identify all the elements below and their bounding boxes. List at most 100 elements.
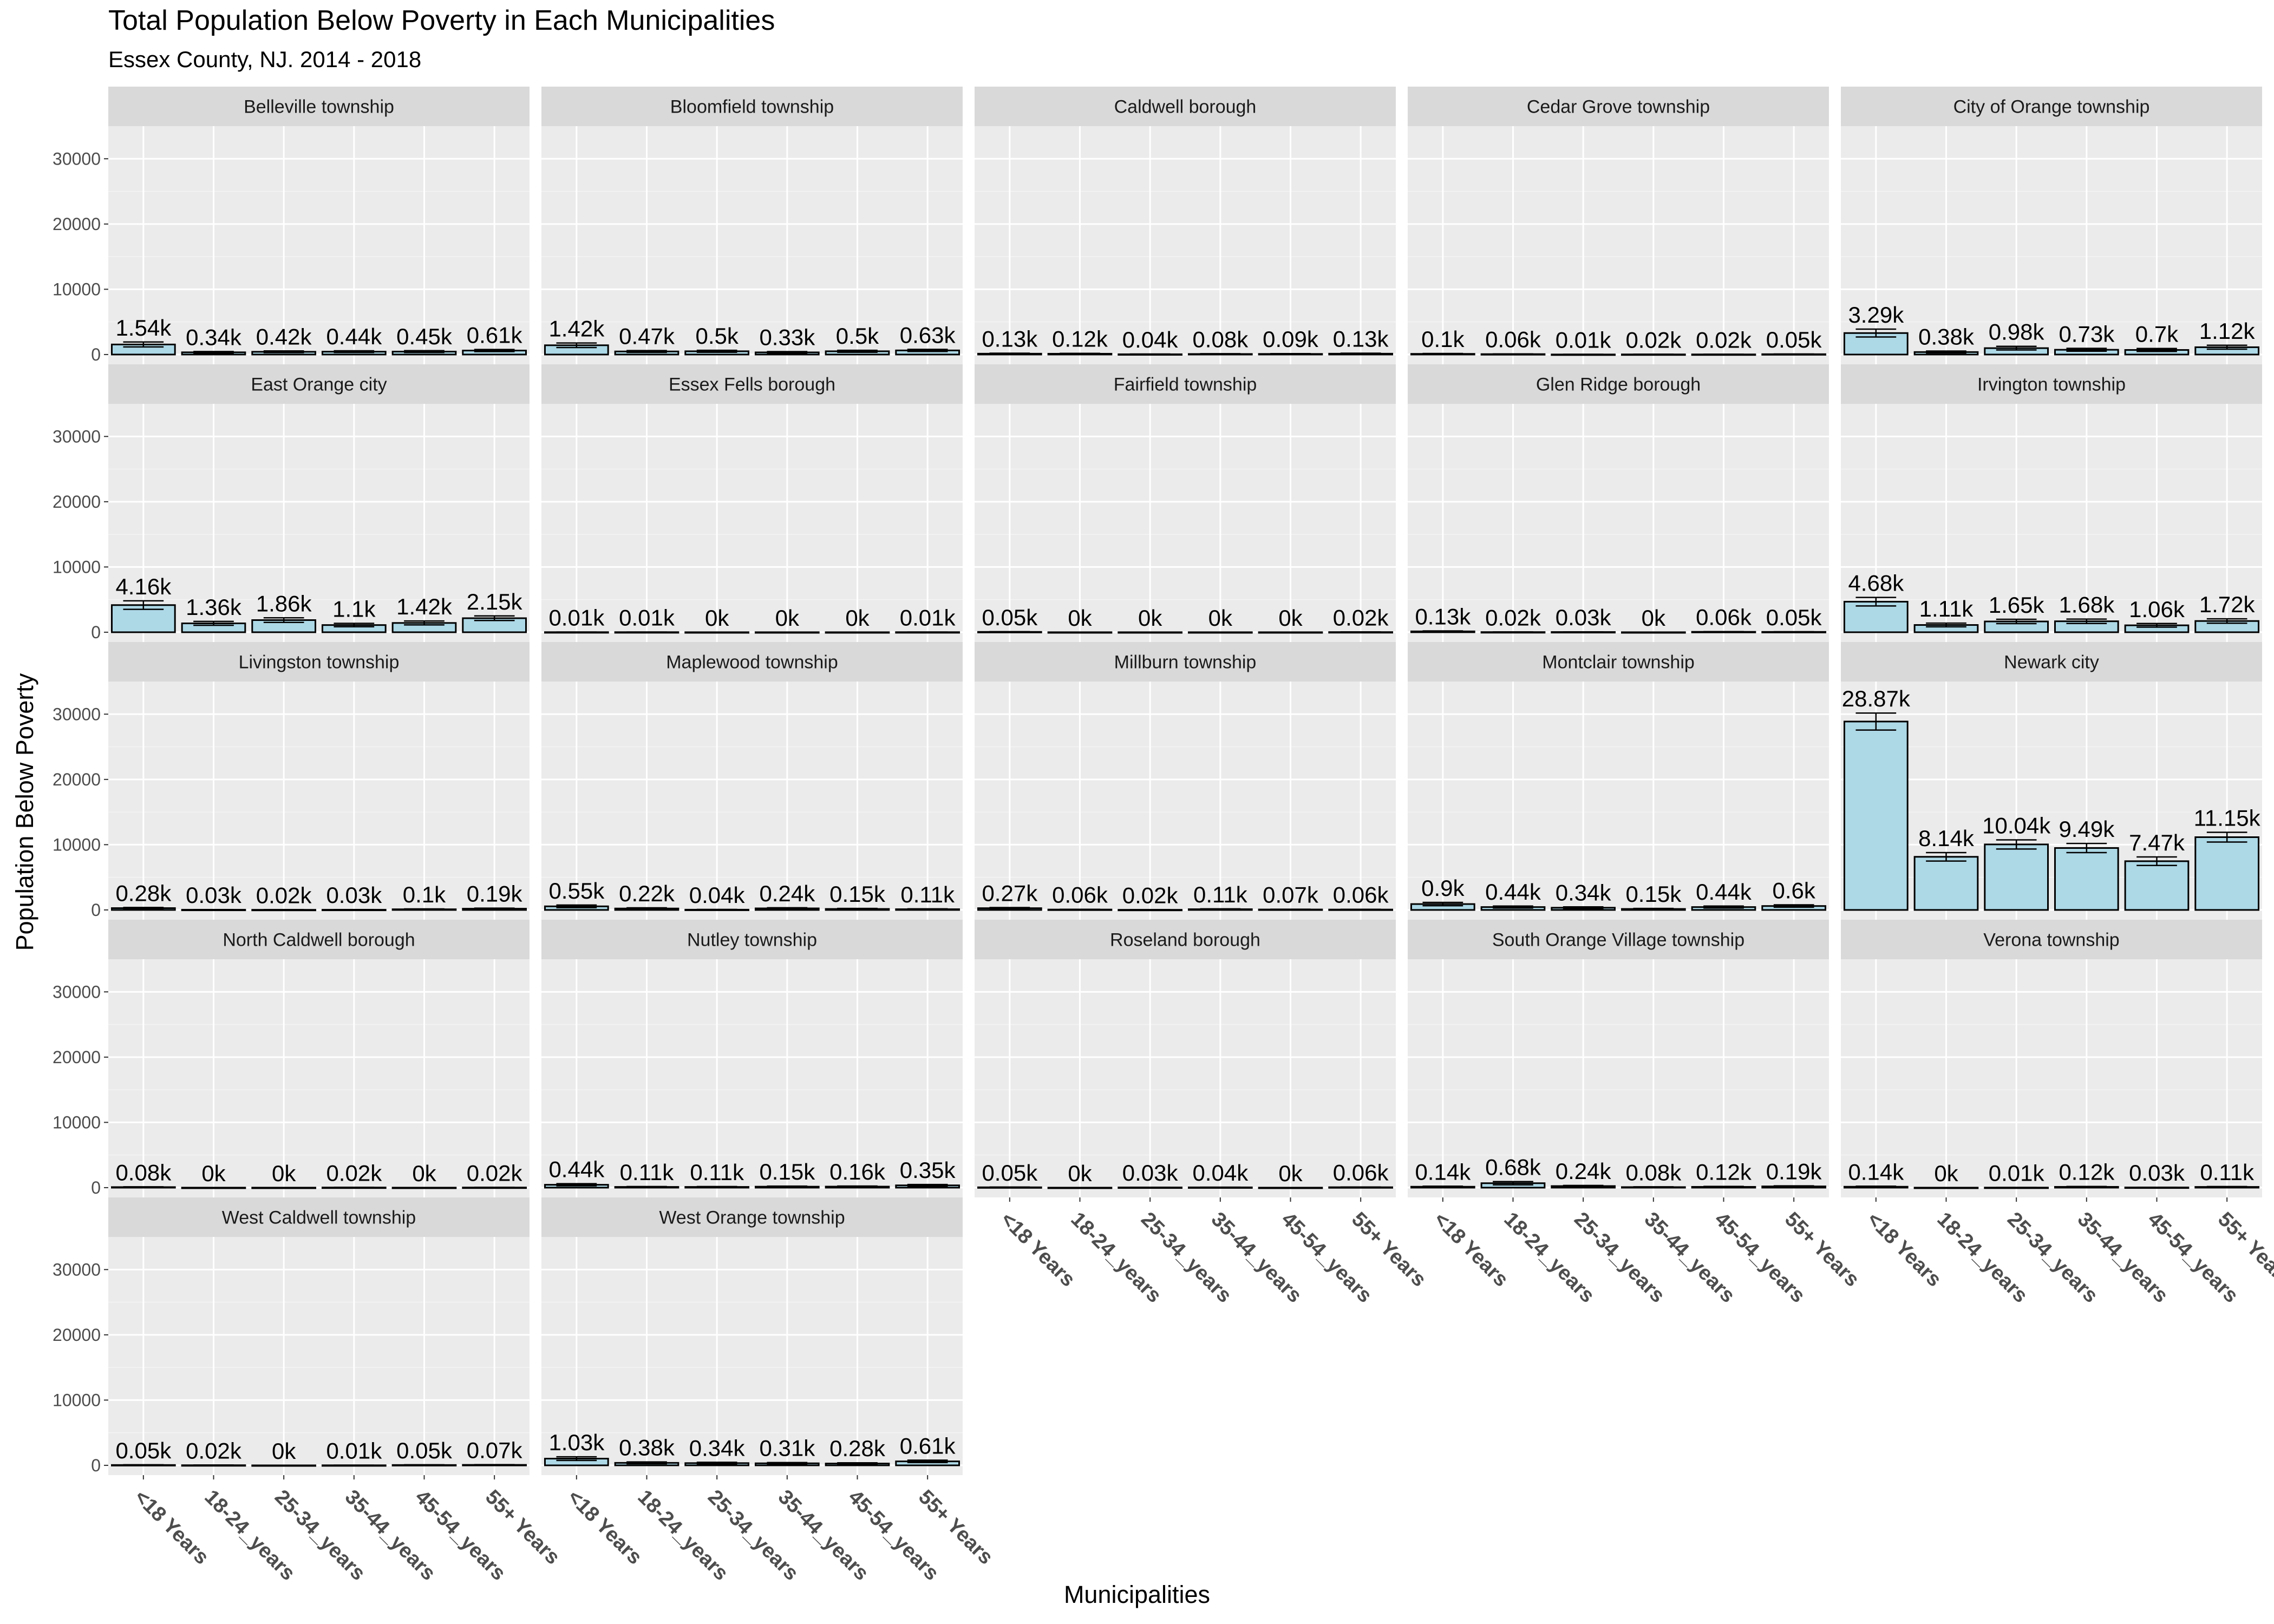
facet-strip xyxy=(1408,87,1829,126)
facet-strip-label-glen-ridge-borough: Glen Ridge borough xyxy=(1536,375,1701,395)
y-tick-label: 0 xyxy=(91,1456,101,1475)
facet-strip-label-roseland-borough: Roseland borough xyxy=(1110,930,1260,951)
facet-strip xyxy=(975,920,1396,959)
data-label-livingston-township-25-34-years: 0.02k xyxy=(256,882,312,908)
y-tick-label: 20000 xyxy=(53,1047,101,1067)
facet-strip-label-bloomfield-township: Bloomfield township xyxy=(670,97,834,117)
bar-fairfield-township-25-34-years xyxy=(1118,631,1183,634)
facet-panel xyxy=(1841,682,2262,920)
facet-strip-label-millburn-township: Millburn township xyxy=(1114,652,1257,673)
data-label-maplewood-township-35-44-years: 0.24k xyxy=(759,881,815,906)
facet-strip-label-north-caldwell-borough: North Caldwell borough xyxy=(223,930,415,951)
data-label-roseland-borough-55-years: 0.06k xyxy=(1333,1160,1389,1186)
data-label-nutley-township-45-54-years: 0.16k xyxy=(829,1159,886,1184)
data-label-east-orange-city-25-34-years: 1.86k xyxy=(256,591,312,616)
facet-panel xyxy=(108,126,530,364)
data-label-millburn-township-55-years: 0.06k xyxy=(1333,882,1389,908)
facet-strip xyxy=(1408,920,1829,959)
data-label-roseland-borough-25-34-years: 0.03k xyxy=(1122,1160,1179,1186)
y-tick-label: 0 xyxy=(91,1178,101,1197)
data-label-irvington-township-18-years: 4.68k xyxy=(1848,571,1904,596)
bar-west-caldwell-township-25-34-years xyxy=(251,1464,317,1467)
facet-panel xyxy=(975,404,1396,642)
data-label-essex-fells-borough-18-24-years: 0.01k xyxy=(619,605,675,631)
data-label-nutley-township-18-years: 0.44k xyxy=(548,1157,605,1182)
chart-subtitle: Essex County, NJ. 2014 - 2018 xyxy=(108,47,422,72)
data-label-north-caldwell-borough-35-44-years: 0.02k xyxy=(326,1160,382,1186)
data-label-irvington-township-55-years: 1.72k xyxy=(2199,592,2256,617)
bar-newark-city-18-24-years xyxy=(1913,856,1979,911)
bar-glen-ridge-borough-35-44-years xyxy=(1620,631,1686,634)
facet-strip xyxy=(975,364,1396,404)
bar-essex-fells-borough-25-34-years xyxy=(684,631,750,634)
data-label-essex-fells-borough-25-34-years: 0k xyxy=(705,605,729,631)
data-label-newark-city-18-24-years: 8.14k xyxy=(1918,826,1975,851)
data-label-livingston-township-18-24-years: 0.03k xyxy=(186,882,242,908)
y-tick-label: 20000 xyxy=(53,1325,101,1345)
data-label-caldwell-borough-25-34-years: 0.04k xyxy=(1122,327,1179,352)
data-label-maplewood-township-18-24-years: 0.22k xyxy=(619,881,675,906)
bar-irvington-township-18-years xyxy=(1843,601,1909,633)
data-label-fairfield-township-18-24-years: 0k xyxy=(1068,605,1092,631)
data-label-west-caldwell-township-45-54-years: 0.05k xyxy=(396,1438,453,1463)
data-label-livingston-township-35-44-years: 0.03k xyxy=(326,882,382,908)
y-tick-label: 20000 xyxy=(53,770,101,789)
bar-newark-city-35-44-years xyxy=(2054,847,2119,911)
x-tick-label: <18 Years xyxy=(996,1208,1080,1291)
data-label-verona-township-55-years: 0.11k xyxy=(2200,1160,2255,1185)
data-label-verona-township-18-years: 0.14k xyxy=(1848,1159,1904,1184)
x-tick-label: <18 Years xyxy=(1429,1208,1513,1291)
data-label-cedar-grove-township-18-24-years: 0.06k xyxy=(1485,327,1541,352)
data-label-newark-city-55-years: 11.15k xyxy=(2194,805,2261,830)
facet-strip xyxy=(1841,642,2262,682)
data-label-west-caldwell-township-25-34-years: 0k xyxy=(272,1438,296,1464)
data-label-nutley-township-18-24-years: 0.11k xyxy=(620,1160,675,1185)
facet-strip-label-montclair-township: Montclair township xyxy=(1542,652,1695,673)
data-label-cedar-grove-township-55-years: 0.05k xyxy=(1766,327,1822,352)
data-label-glen-ridge-borough-45-54-years: 0.06k xyxy=(1696,605,1752,630)
facet-strip-label-maplewood-township: Maplewood township xyxy=(666,652,838,673)
data-label-city-of-orange-township-25-34-years: 0.98k xyxy=(1989,319,2045,345)
data-label-caldwell-borough-55-years: 0.13k xyxy=(1333,326,1389,352)
facet-strip xyxy=(541,364,963,404)
data-label-north-caldwell-borough-25-34-years: 0k xyxy=(272,1161,296,1186)
data-label-city-of-orange-township-45-54-years: 0.7k xyxy=(2135,322,2179,347)
facet-strip-label-essex-fells-borough: Essex Fells borough xyxy=(669,375,835,395)
facet-strip xyxy=(1841,364,2262,404)
data-label-newark-city-45-54-years: 7.47k xyxy=(2129,830,2185,855)
facet-panel xyxy=(1408,404,1829,642)
facet-strip-label-verona-township: Verona township xyxy=(1983,930,2119,951)
data-label-glen-ridge-borough-18-years: 0.13k xyxy=(1415,604,1471,630)
data-label-montclair-township-18-years: 0.9k xyxy=(1421,875,1465,901)
data-label-city-of-orange-township-55-years: 1.12k xyxy=(2199,318,2256,344)
data-label-millburn-township-18-24-years: 0.06k xyxy=(1052,882,1108,908)
facet-panel xyxy=(975,126,1396,364)
data-label-south-orange-village-township-45-54-years: 0.12k xyxy=(1696,1160,1752,1185)
data-label-west-orange-township-35-44-years: 0.31k xyxy=(759,1436,815,1461)
bar-essex-fells-borough-45-54-years xyxy=(825,631,890,634)
data-label-essex-fells-borough-55-years: 0.01k xyxy=(900,605,956,631)
facet-strip xyxy=(108,364,530,404)
data-label-glen-ridge-borough-18-24-years: 0.02k xyxy=(1485,605,1541,630)
x-axis-title: Municipalities xyxy=(1063,1581,1211,1608)
data-label-nutley-township-25-34-years: 0.11k xyxy=(690,1160,744,1185)
bar-fairfield-township-18-24-years xyxy=(1047,631,1113,634)
y-tick-label: 30000 xyxy=(53,1260,101,1279)
facet-panel xyxy=(1841,959,2262,1197)
facet-strip xyxy=(1408,642,1829,682)
y-tick-label: 10000 xyxy=(53,835,101,854)
chart-title: Total Population Below Poverty in Each M… xyxy=(108,5,775,36)
data-label-south-orange-village-township-55-years: 0.19k xyxy=(1766,1159,1822,1184)
data-label-millburn-township-45-54-years: 0.07k xyxy=(1263,882,1319,908)
facet-strip-label-newark-city: Newark city xyxy=(2004,652,2099,673)
data-label-bloomfield-township-55-years: 0.63k xyxy=(900,322,956,348)
data-label-belleville-township-25-34-years: 0.42k xyxy=(256,324,312,349)
data-label-belleville-township-55-years: 0.61k xyxy=(467,323,523,348)
facet-panel xyxy=(1408,126,1829,364)
data-label-irvington-township-45-54-years: 1.06k xyxy=(2129,597,2185,622)
facet-strip xyxy=(541,642,963,682)
y-tick-label: 0 xyxy=(91,900,101,920)
facet-strip xyxy=(108,1197,530,1237)
data-label-cedar-grove-township-35-44-years: 0.02k xyxy=(1625,327,1682,352)
